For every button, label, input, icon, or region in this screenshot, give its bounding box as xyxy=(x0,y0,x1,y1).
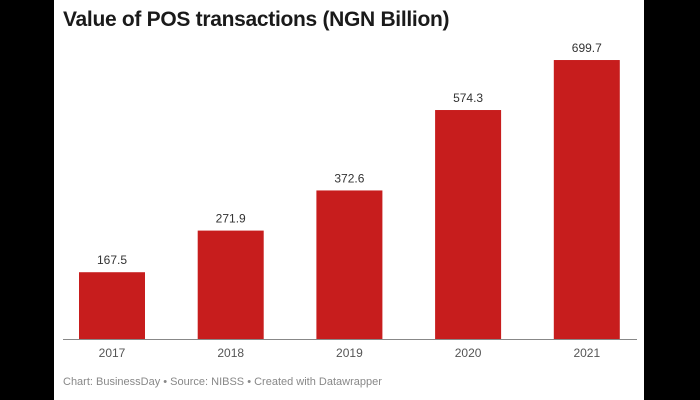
bar-2020 xyxy=(435,110,502,340)
x-tick-2019: 2019 xyxy=(336,346,363,360)
bar-chart: 167.5 2017 271.9 2018 372.6 2019 574.3 2020 699.… xyxy=(63,41,637,360)
data-label-2021: 699.7 xyxy=(572,41,602,55)
x-tick-2017: 2017 xyxy=(99,346,126,360)
data-label-2017: 167.5 xyxy=(97,253,127,267)
x-tick-2020: 2020 xyxy=(455,346,482,360)
chart-title: Value of POS transactions (NGN Billion) xyxy=(63,8,450,31)
data-label-2020: 574.3 xyxy=(453,91,483,105)
chart-card: Value of POS transactions (NGN Billion) … xyxy=(54,0,644,400)
bar-2018 xyxy=(197,230,264,339)
data-label-2018: 271.9 xyxy=(216,212,246,226)
data-label-2019: 372.6 xyxy=(334,171,364,185)
bar-2017 xyxy=(79,272,145,339)
bar-2021 xyxy=(553,60,620,340)
x-tick-2018: 2018 xyxy=(217,346,244,360)
x-tick-2021: 2021 xyxy=(573,346,600,360)
chart-footer: Chart: BusinessDay • Source: NIBSS • Cre… xyxy=(63,376,382,388)
bar-2019 xyxy=(316,190,383,339)
